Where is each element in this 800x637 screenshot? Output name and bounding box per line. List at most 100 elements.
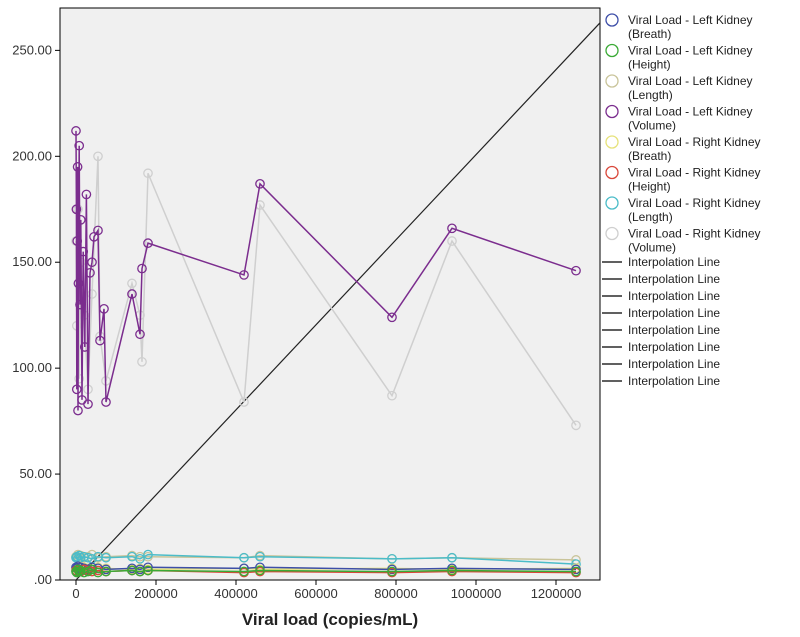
data-point xyxy=(143,549,153,560)
data-point xyxy=(143,168,153,179)
x-axis: 0 200000 400000 600000 800000 1000000 1200000 xyxy=(72,580,581,601)
data-point xyxy=(387,553,397,564)
data-point xyxy=(447,552,457,563)
x-tick-label: 800000 xyxy=(374,586,417,601)
data-point xyxy=(127,278,137,289)
data-point xyxy=(571,420,581,431)
data-point xyxy=(255,551,265,562)
legend-interp-label: Interpolation Line xyxy=(628,255,720,269)
legend-marker xyxy=(605,226,619,241)
legend-label: Viral Load - Right Kidney (Volume) xyxy=(628,227,761,255)
legend-label: Viral Load - Left Kidney (Breath) xyxy=(628,13,753,41)
legend-interp-label: Interpolation Line xyxy=(628,374,720,388)
x-tick-label: 0 xyxy=(72,586,79,601)
legend-marker xyxy=(605,135,619,149)
legend: Viral Load - Left Kidney (Breath) Viral Lo… xyxy=(602,13,761,388)
data-point xyxy=(239,397,249,407)
data-point xyxy=(71,204,82,215)
legend-label: Viral Load - Left Kidney (Length) xyxy=(628,74,753,102)
x-tick-label: 200000 xyxy=(134,586,177,601)
data-point xyxy=(239,566,249,577)
series-3 xyxy=(71,126,581,416)
y-tick-label: 50.00 xyxy=(19,466,52,481)
data-point xyxy=(239,552,249,563)
legend-label: Viral Load - Right Kidney (Height) xyxy=(628,166,761,194)
data-point xyxy=(101,552,111,563)
x-axis-label: Viral load (copies/mL) xyxy=(242,610,418,629)
data-point xyxy=(72,236,83,246)
y-tick-label: 100.00 xyxy=(12,360,52,375)
data-point xyxy=(93,225,103,236)
data-point xyxy=(79,342,90,352)
data-point xyxy=(143,238,153,249)
series-1 xyxy=(71,564,581,578)
data-point xyxy=(127,289,137,299)
data-point xyxy=(447,565,457,576)
legend-interp-label: Interpolation Line xyxy=(628,289,720,303)
legend-interp-label: Interpolation Line xyxy=(628,306,720,320)
data-point xyxy=(99,303,109,314)
legend-interp-label: Interpolation Line xyxy=(628,357,720,371)
data-point xyxy=(239,270,249,280)
y-tick-label: 250.00 xyxy=(12,42,52,57)
series-line xyxy=(75,156,577,426)
data-point xyxy=(135,553,145,564)
data-point xyxy=(71,126,81,136)
data-point xyxy=(255,565,265,576)
data-point xyxy=(101,566,111,577)
data-point xyxy=(71,384,82,395)
data-point xyxy=(73,405,83,416)
data-point xyxy=(83,552,93,563)
y-axis: .00 50.00 100.00 150.00 200.00 250.00 xyxy=(12,42,60,587)
data-point xyxy=(74,373,85,384)
y-tick-label: .00 xyxy=(34,572,52,587)
data-point xyxy=(74,550,85,561)
data-point xyxy=(93,151,103,162)
x-tick-label: 1000000 xyxy=(451,586,502,601)
series-6 xyxy=(71,549,581,569)
legend-label: Viral Load - Left Kidney (Height) xyxy=(628,44,753,72)
data-point xyxy=(447,223,457,234)
legend-marker xyxy=(605,13,619,27)
x-tick-label: 600000 xyxy=(294,586,337,601)
data-point xyxy=(83,399,93,410)
data-point xyxy=(387,566,397,577)
legend-interp-label: Interpolation Line xyxy=(628,340,720,354)
series-line xyxy=(75,130,577,411)
data-point xyxy=(81,189,92,200)
x-tick-label: 1200000 xyxy=(531,586,582,601)
data-point xyxy=(135,329,145,340)
legend-marker xyxy=(605,43,619,58)
legend-label: Viral Load - Left Kidney (Volume) xyxy=(628,105,753,133)
reference-line xyxy=(75,22,600,580)
y-tick-label: 200.00 xyxy=(12,148,52,163)
legend-marker xyxy=(605,165,619,180)
legend-marker xyxy=(605,74,619,88)
legend-label: Viral Load - Right Kidney (Breath) xyxy=(628,135,761,163)
data-point xyxy=(387,312,397,323)
data-point xyxy=(101,397,111,407)
legend-interp-label: Interpolation Line xyxy=(628,272,720,286)
data-point xyxy=(75,299,85,310)
data-point xyxy=(143,565,153,576)
data-point xyxy=(137,356,147,367)
data-point xyxy=(78,246,89,257)
data-point xyxy=(137,263,147,274)
data-point xyxy=(87,564,97,575)
x-tick-label: 400000 xyxy=(214,586,257,601)
data-point xyxy=(143,562,153,573)
data-point xyxy=(75,215,86,225)
legend-marker xyxy=(605,196,619,210)
y-tick-label: 150.00 xyxy=(12,254,52,269)
data-point xyxy=(95,335,105,346)
data-point xyxy=(387,390,397,401)
data-point xyxy=(73,278,84,289)
plot-marks xyxy=(71,22,600,580)
data-point xyxy=(447,236,457,246)
legend-interp-label: Interpolation Line xyxy=(628,323,720,337)
legend-label: Viral Load - Right Kidney (Length) xyxy=(628,196,761,224)
data-point xyxy=(87,257,97,268)
data-point xyxy=(255,178,265,189)
data-point xyxy=(74,140,85,151)
